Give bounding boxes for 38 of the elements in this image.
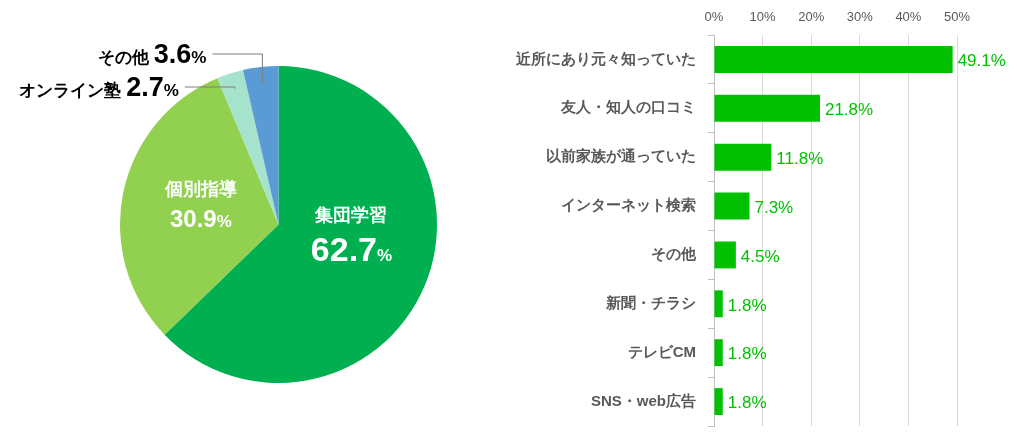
data-label: 2.7% [126,72,179,102]
bar [714,94,820,122]
bar [714,143,772,171]
bar [714,388,723,415]
bar [714,192,750,220]
data-label: 49.1% [957,51,1006,71]
x-tick-label: 40% [895,8,922,24]
bar [714,339,723,367]
y-tick-label: 以前家族が通っていた [546,147,696,165]
slice-label: オンライン塾 [19,81,127,100]
y-tick-label: その他 [651,245,697,263]
y-tick-label: テレビCM [627,342,696,360]
data-label: 30.9% [169,204,232,232]
y-tick-label: 友人・知人の口コミ [560,98,696,116]
bar [714,290,723,318]
data-label: 4.5% [740,246,780,266]
x-tick-label: 0% [704,8,724,24]
data-label: 1.8% [727,344,767,364]
slice-label: 個別指導 [163,178,237,199]
x-tick-label: 20% [798,8,825,24]
data-label: 62.7% [310,229,393,268]
data-label: 7.3% [754,197,794,217]
bar [714,241,736,269]
bar [714,46,953,73]
x-tick-label: 10% [749,8,777,24]
x-tick-label: 50% [943,8,971,24]
data-label: 1.8% [727,393,767,413]
data-label: 3.6% [153,39,207,69]
slice-label: 集団学習 [314,205,388,226]
slice-label: その他 [98,48,154,67]
data-label: 1.8% [727,295,767,315]
y-tick-label: 近所にあり元々知っていた [515,49,696,67]
y-tick-label: インターネット検索 [561,196,696,214]
y-tick-label: SNS・web広告 [590,391,696,409]
x-tick-label: 30% [846,8,874,24]
y-tick-label: 新聞・チラシ [605,293,696,311]
data-label: 21.8% [824,100,874,119]
data-label: 11.8% [776,148,824,168]
